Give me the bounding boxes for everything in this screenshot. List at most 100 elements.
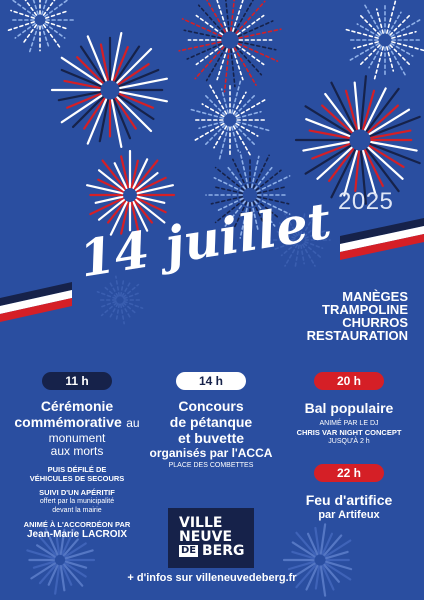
firework-ray: [47, 564, 59, 586]
firework-ray: [375, 8, 384, 34]
firework-ray: [368, 45, 383, 69]
event-14h: 14 h Concours de pétanque et buvette org…: [146, 372, 276, 470]
firework-ray: [83, 97, 106, 130]
firework-ray: [190, 108, 224, 119]
firework-ray: [42, 24, 61, 49]
firework-ray: [255, 199, 279, 218]
firework-ray: [118, 68, 160, 88]
firework-ray: [364, 87, 387, 131]
logo-text: BERG: [202, 543, 245, 559]
firework-ray: [303, 242, 322, 259]
firework-ray: [119, 77, 168, 90]
firework-ray: [195, 44, 224, 66]
firework-ray: [252, 201, 270, 236]
firework-ray: [86, 35, 108, 82]
firework-ray: [98, 99, 110, 143]
firework-ray: [14, 22, 36, 39]
firework-ray: [120, 201, 130, 235]
firework-ray: [62, 563, 84, 587]
firework-ray: [194, 122, 225, 141]
firework-ray: [389, 13, 412, 36]
firework-ray: [119, 303, 125, 325]
firework-ray: [233, 0, 255, 33]
firework-ray: [301, 243, 316, 267]
event-detail: JUSQU'À 2 h: [328, 438, 370, 445]
firework-ray: [232, 125, 251, 156]
firework-ray: [130, 159, 139, 189]
firework-ray: [356, 23, 380, 38]
firework-ray: [364, 149, 384, 187]
firework-ray: [390, 19, 421, 38]
firework-ray: [233, 201, 248, 228]
firework-ray: [220, 88, 229, 114]
firework-ray: [365, 87, 400, 132]
firework-ray: [42, 0, 56, 16]
firework-ray: [353, 41, 379, 50]
firework-ray: [96, 290, 117, 300]
firework-ray: [123, 292, 139, 300]
event-title: Feu d'artifice: [305, 492, 393, 508]
firework-ray: [119, 280, 125, 297]
event-detail: SUIVI D'UN APÉRITIF: [39, 488, 115, 497]
firework-ray: [250, 155, 260, 189]
firework-ray: [101, 300, 117, 308]
firework-ray: [236, 121, 270, 132]
firework-ray: [325, 560, 353, 571]
firework-ray: [41, 25, 50, 47]
firework-ray: [89, 197, 124, 216]
firework-ray: [368, 108, 411, 136]
firework-ray: [362, 89, 376, 131]
flag-ribbon-right: [340, 218, 424, 260]
firework-ray: [44, 22, 66, 39]
firework-ray: [55, 531, 61, 556]
event-organizer: par Artifeux: [318, 509, 380, 521]
firework-ray: [117, 63, 150, 86]
firework-ray: [387, 45, 406, 76]
firework-ray: [116, 47, 153, 84]
firework-ray: [112, 98, 132, 140]
firework-ray: [302, 141, 350, 152]
event-title-rest: monument: [48, 431, 106, 445]
firework-ray: [321, 564, 335, 591]
firework-ray: [6, 21, 35, 32]
firework-ray: [99, 43, 110, 81]
firework-ray: [284, 213, 299, 237]
firework-ray: [217, 197, 244, 212]
firework-ray: [63, 79, 101, 90]
event-place: PLACE DES COMBETTES: [168, 462, 254, 469]
firework-ray: [291, 550, 315, 560]
firework-ray: [231, 80, 242, 114]
firework-ray: [232, 91, 247, 115]
firework-ray: [328, 148, 355, 182]
firework-ray: [359, 150, 368, 205]
firework-ray: [108, 280, 119, 298]
firework-ray: [38, 563, 58, 585]
firework-ray: [239, 151, 250, 189]
firework-ray: [295, 215, 300, 236]
firework-ray: [64, 560, 88, 569]
firework-ray: [79, 45, 106, 83]
firework-ray: [86, 184, 124, 195]
firework-ray: [304, 229, 327, 239]
firework-ray: [306, 532, 319, 556]
firework-ray: [60, 68, 102, 88]
firework-ray: [41, 0, 48, 15]
event-detail: VÉHICULES DE SECOURS: [29, 474, 125, 483]
firework-ray: [294, 562, 316, 577]
firework-ray: [227, 166, 246, 190]
firework-ray: [276, 230, 296, 239]
firework-ray: [235, 99, 266, 118]
firework-ray: [343, 149, 358, 197]
firework-ray: [108, 302, 119, 320]
firework-ray: [76, 56, 104, 84]
firework-ray: [224, 0, 230, 32]
firework-ray: [303, 223, 320, 238]
footer-website[interactable]: + d'infos sur villeneuvedeberg.fr: [127, 572, 297, 584]
firework-ray: [255, 169, 282, 191]
firework-ray: [112, 46, 129, 82]
firework-ray: [178, 41, 222, 52]
firework-ray: [116, 96, 153, 133]
firework-ray: [305, 564, 319, 591]
firework-ray: [365, 148, 400, 193]
firework-ray: [295, 531, 317, 557]
